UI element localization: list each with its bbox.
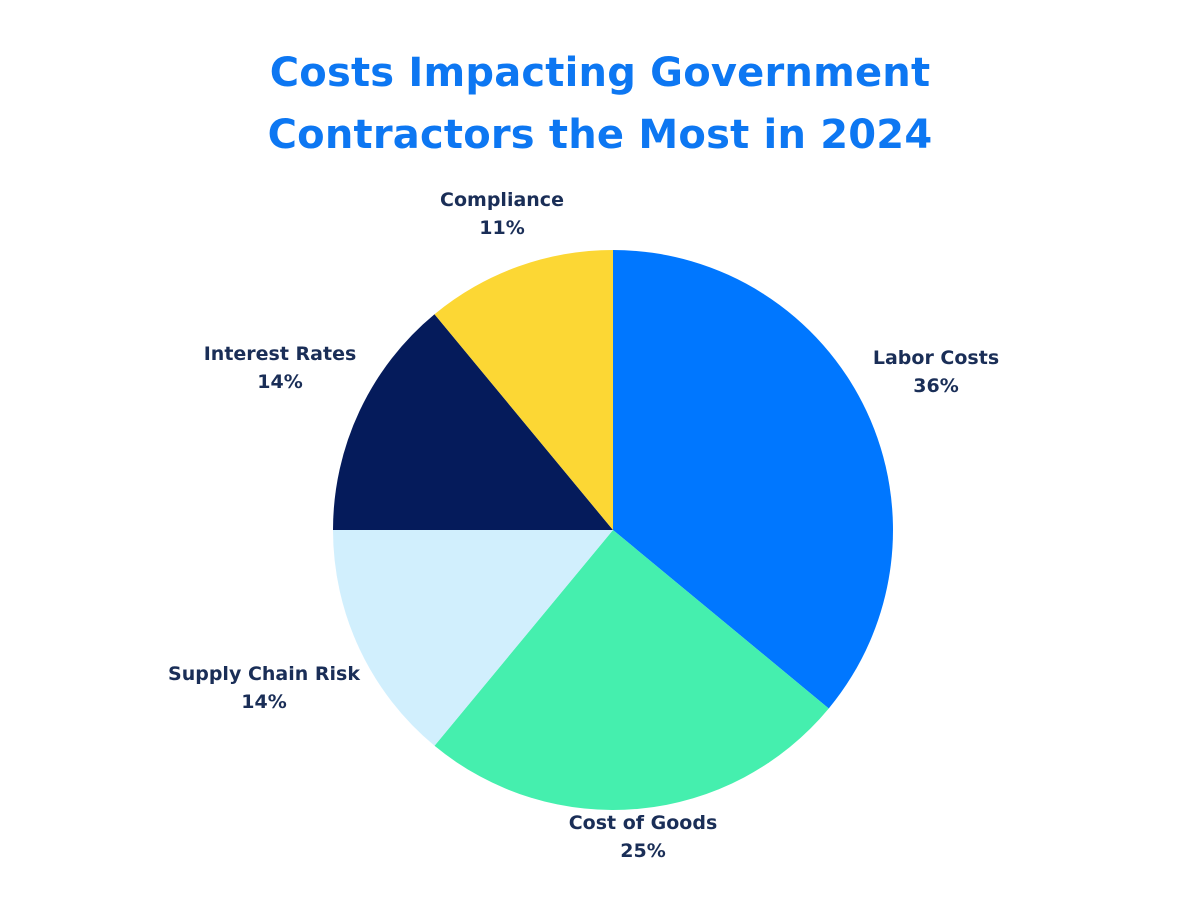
pie-label-cost-of-goods: Cost of Goods 25% — [569, 812, 718, 862]
pie-label-labor-costs: Labor Costs 36% — [873, 347, 999, 397]
chart-title-line-2: Contractors the Most in 2024 — [267, 112, 933, 158]
pie-label-name-cost-of-goods: Cost of Goods — [569, 812, 718, 834]
pie-slices — [333, 250, 893, 810]
pie-label-name-interest-rates: Interest Rates — [204, 343, 357, 365]
pie-label-interest-rates: Interest Rates 14% — [204, 343, 357, 393]
pie-slice-supply-chain-risk — [333, 530, 613, 746]
pie-label-compliance: Compliance 11% — [440, 189, 564, 239]
pie-label-name-compliance: Compliance — [440, 189, 564, 211]
chart-title: Costs Impacting Government Contractors t… — [100, 42, 1100, 166]
pie-label-name-labor-costs: Labor Costs — [873, 347, 999, 369]
pie-label-value-labor-costs: 36% — [913, 375, 958, 397]
pie-slice-cost-of-goods — [434, 530, 829, 810]
pie-labels: Labor Costs 36% Cost of Goods 25% Supply Cha… — [168, 189, 999, 862]
pie-label-value-supply-chain-risk: 14% — [241, 691, 286, 713]
chart-title-line-1: Costs Impacting Government — [269, 50, 931, 96]
pie-label-value-cost-of-goods: 25% — [620, 840, 665, 862]
pie-slice-compliance — [434, 250, 613, 530]
pie-label-supply-chain-risk: Supply Chain Risk 14% — [168, 663, 360, 713]
pie-label-value-interest-rates: 14% — [257, 371, 302, 393]
pie-slice-labor-costs — [613, 250, 893, 709]
pie-label-value-compliance: 11% — [479, 217, 524, 239]
pie-label-name-supply-chain-risk: Supply Chain Risk — [168, 663, 360, 685]
pie-slice-interest-rates — [333, 314, 613, 530]
